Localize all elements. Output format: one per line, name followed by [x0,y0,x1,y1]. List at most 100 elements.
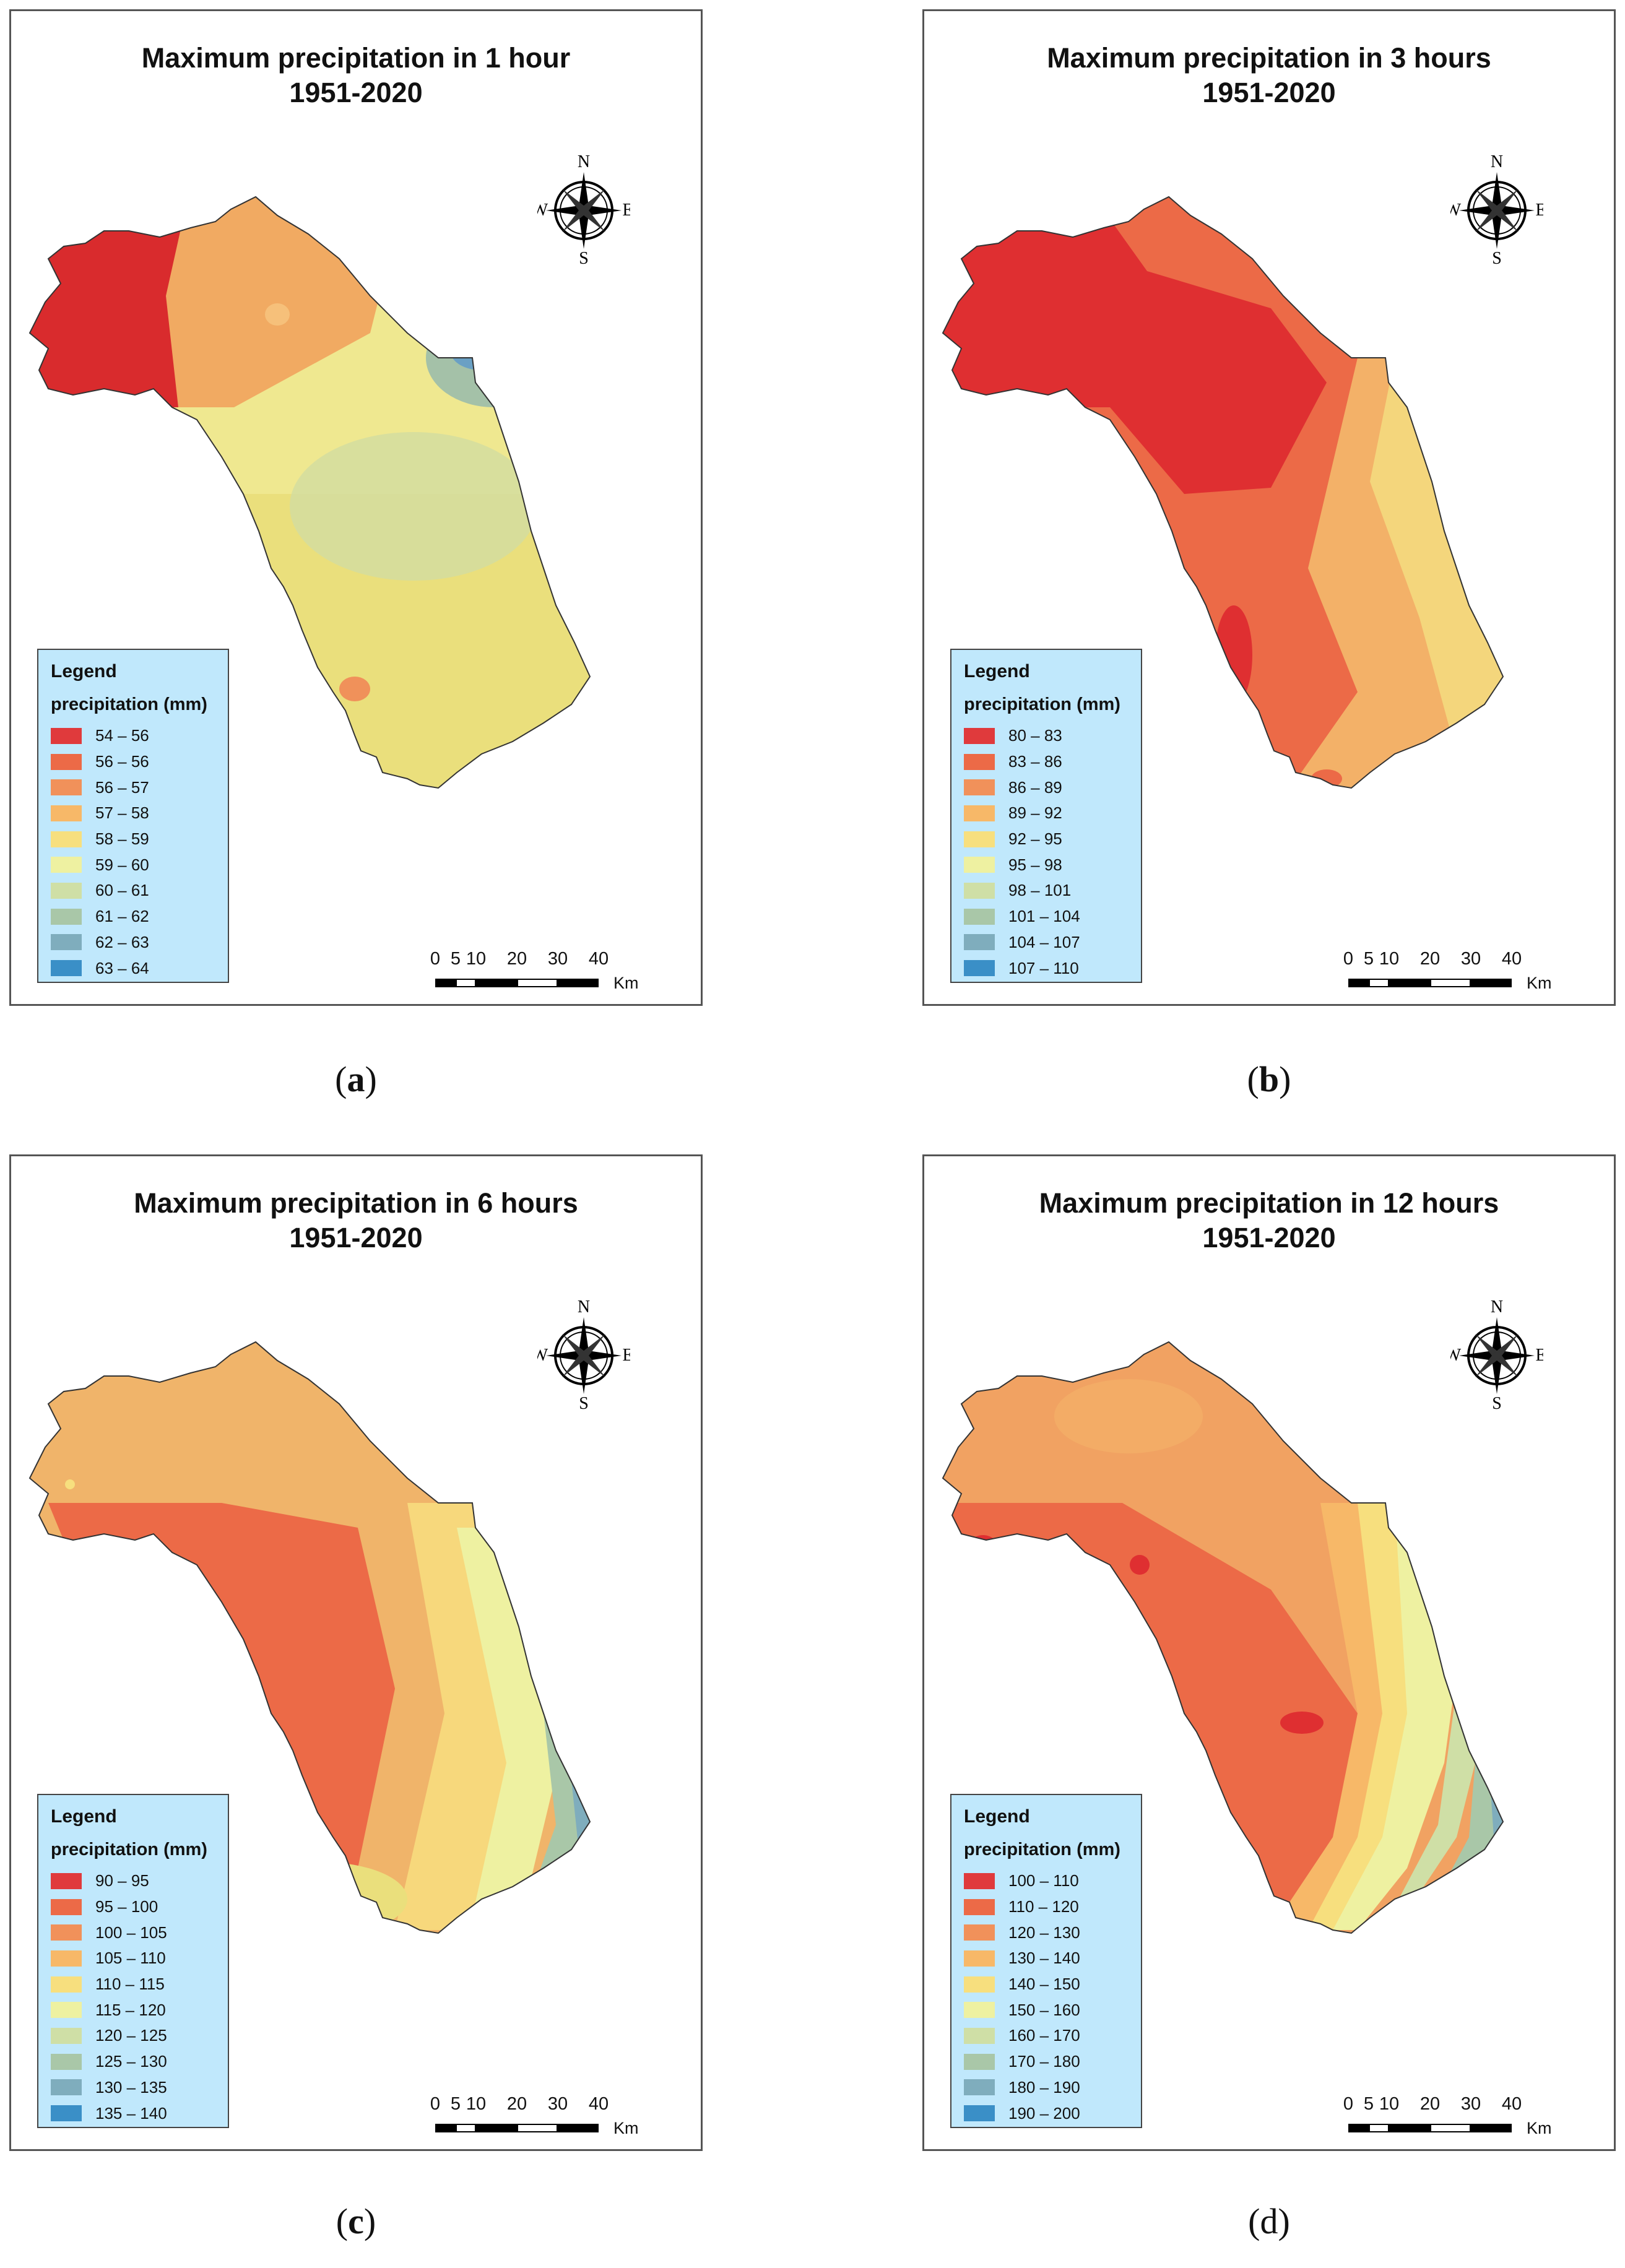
legend-swatch [964,753,995,770]
caption-b: (b) [1207,1058,1331,1100]
scale-unit: Km [1527,974,1552,992]
caption-letter: d [1260,2201,1278,2241]
legend-item: 63 – 64 [51,955,149,981]
legend-swatch [964,779,995,796]
caption-letter: c [348,2201,364,2241]
scale-tick-label: 30 [1460,949,1481,969]
precipitation-map-d [942,1341,1504,1934]
legend-swatch [964,831,995,847]
scale-tick-label: 10 [466,2094,487,2114]
map-title: Maximum precipitation in 1 hour 1951-202… [11,41,701,110]
legend-label: 60 – 61 [95,881,149,900]
compass-n: N [578,154,590,171]
legend-label: 62 – 63 [95,932,149,951]
legend-label: 100 – 105 [95,1923,167,1942]
legend-swatch [51,1872,82,1889]
legend-swatch [51,779,82,796]
legend-item: 170 – 180 [964,2049,1080,2075]
legend-item: 56 – 57 [51,774,149,800]
scale-tick-label: 0 [430,2094,441,2114]
scale-tick-label: 0 [1343,2094,1354,2114]
legend-item: 130 – 140 [964,1946,1080,1972]
legend-item: 100 – 105 [51,1920,167,1946]
legend-item: 59 – 60 [51,852,149,878]
legend-swatch [964,1872,995,1889]
map-title-line1: Maximum precipitation in 6 hours [134,1187,578,1219]
legend-swatch [964,934,995,951]
legend-items: 90 – 95 95 – 100 100 – 105 105 – 110 110 – 1… [51,1868,167,2126]
scale-bar: 0 5 10 20 30 40 Km [1343,2094,1553,2137]
caption-paren-close: ) [363,2201,376,2241]
legend-label: 107 – 110 [1008,958,1079,977]
scale-tick-label: 5 [1363,949,1374,969]
map-title-line1: Maximum precipitation in 12 hours [1039,1187,1499,1219]
legend-item: 89 – 92 [964,800,1080,826]
legend-label: 101 – 104 [1008,907,1080,926]
legend-item: 86 – 89 [964,774,1080,800]
map-title-line2: 1951-2020 [289,1222,423,1253]
scale-tick-label: 30 [547,949,568,969]
legend-swatch [51,882,82,899]
legend-swatch [964,2027,995,2044]
map-title-line2: 1951-2020 [289,77,423,108]
caption-a: (a) [294,1058,418,1100]
legend-item: 56 – 56 [51,749,149,775]
legend-item: 150 – 160 [964,1997,1080,2023]
legend-swatch [964,882,995,899]
legend-label: 100 – 110 [1008,1871,1079,1890]
legend-label: 110 – 120 [1008,1897,1079,1916]
scale-tick-label: 40 [588,949,609,969]
legend-swatch [51,2027,82,2044]
compass-w: W [537,201,548,220]
legend-label: 120 – 125 [95,2026,167,2045]
scale-bar: 0 5 10 20 30 40 Km [1343,949,1553,992]
caption-c: (c) [294,2201,418,2242]
compass-rose-icon: N S W E [537,1299,630,1410]
legend-label: 63 – 64 [95,958,149,977]
scale-tick-label: 20 [506,2094,527,2114]
caption-d: (d) [1207,2201,1331,2242]
legend-swatch [964,2002,995,2019]
scale-tick-label: 10 [1379,2094,1400,2114]
compass-s: S [579,249,589,265]
legend-label: 89 – 92 [1008,803,1062,823]
legend-label: 125 – 130 [95,2052,167,2071]
legend-item: 140 – 150 [964,1972,1080,1997]
compass-w: W [1450,1346,1462,1365]
legend-title: Legend [51,661,117,682]
legend-item: 115 – 120 [51,1997,167,2023]
map-title-line1: Maximum precipitation in 1 hour [141,42,571,74]
caption-letter: b [1259,1059,1280,1099]
legend-title: Legend [964,661,1030,682]
caption-paren-close: ) [365,1059,377,1099]
legend-label: 150 – 160 [1008,2000,1080,2019]
compass-s: S [1492,249,1502,265]
legend-label: 95 – 98 [1008,855,1062,874]
map-title: Maximum precipitation in 6 hours 1951-20… [11,1186,701,1255]
compass-e: E [622,1346,630,1365]
scale-tick-label: 20 [1419,949,1441,969]
legend-title: Legend [51,1806,117,1827]
compass-n: N [1491,1299,1503,1317]
caption-paren-open: ( [335,1059,347,1099]
legend: Legend precipitation (mm) 90 – 95 95 – 10… [37,1794,229,2128]
compass-rose-icon: N S W E [1450,1299,1543,1410]
legend-swatch [51,1950,82,1967]
legend-label: 130 – 135 [95,2077,167,2097]
caption-paren-open: ( [336,2201,349,2241]
legend-label: 92 – 95 [1008,829,1062,849]
legend-swatch [51,2105,82,2122]
legend-item: 100 – 110 [964,1868,1080,1894]
compass-s: S [579,1394,589,1410]
legend-label: 115 – 120 [95,2000,166,2019]
map-title: Maximum precipitation in 3 hours 1951-20… [924,41,1614,110]
compass-e: E [622,201,630,220]
legend-swatch [51,805,82,821]
precipitation-map-a [29,196,591,789]
legend-label: 83 – 86 [1008,752,1062,771]
legend-item: 57 – 58 [51,800,149,826]
map-title-line2: 1951-2020 [1202,77,1336,108]
legend-swatch [964,1924,995,1941]
caption-paren-open: ( [1248,2201,1260,2241]
legend-item: 101 – 104 [964,904,1080,930]
